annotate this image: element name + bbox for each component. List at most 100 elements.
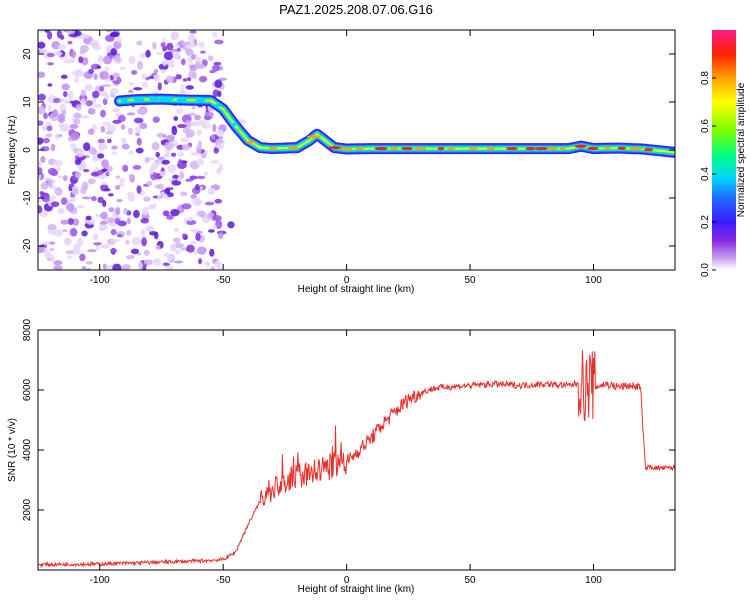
noise-blob xyxy=(113,40,122,50)
noise-blob xyxy=(217,90,222,98)
noise-blob xyxy=(173,260,184,264)
ridge-hotspot xyxy=(447,146,456,151)
noise-blob xyxy=(203,114,212,121)
noise-blob xyxy=(80,186,87,195)
noise-blob xyxy=(42,137,50,144)
noise-blob xyxy=(190,228,200,233)
noise-blob xyxy=(47,83,53,87)
snr-y-tick-label: 4000 xyxy=(22,438,33,461)
noise-blob xyxy=(185,85,194,90)
noise-blob xyxy=(175,249,181,255)
noise-blob xyxy=(81,265,87,270)
ridge-hotspot xyxy=(401,146,413,151)
noise-blob xyxy=(49,247,55,252)
noise-blob xyxy=(80,33,90,39)
snr-x-axis-label: Height of straight line (km) xyxy=(298,584,415,595)
ridge-hotspot xyxy=(629,147,643,151)
noise-blob xyxy=(190,42,196,48)
noise-blob xyxy=(135,132,140,137)
noise-blob xyxy=(106,264,115,270)
noise-blob xyxy=(71,70,82,77)
noise-blob xyxy=(227,221,235,229)
noise-blob xyxy=(179,90,189,94)
noise-blob xyxy=(66,255,73,260)
noise-blob xyxy=(216,129,225,137)
colorbar-tick-label: 0.0 xyxy=(700,263,711,277)
noise-blob xyxy=(57,43,67,50)
noise-blob xyxy=(100,243,111,249)
snr-x-tick-label: 50 xyxy=(465,575,477,586)
noise-blob xyxy=(52,109,59,118)
noise-blob xyxy=(200,50,206,54)
noise-blob xyxy=(70,196,77,203)
noise-blob xyxy=(56,166,61,172)
noise-blob xyxy=(199,75,208,83)
noise-blob xyxy=(180,84,185,93)
noise-blob xyxy=(146,180,153,186)
noise-blob xyxy=(157,156,165,160)
noise-blob xyxy=(83,142,91,152)
noise-blob xyxy=(57,207,65,215)
noise-blob xyxy=(50,143,56,152)
ridge-hotspot xyxy=(486,146,495,151)
noise-blob xyxy=(38,140,43,145)
noise-blob xyxy=(128,174,134,178)
noise-blob xyxy=(93,103,103,108)
noise-blob xyxy=(76,148,85,158)
noise-blob xyxy=(143,196,151,202)
noise-blob xyxy=(177,176,182,182)
noise-blob xyxy=(53,229,64,237)
noise-blob xyxy=(71,218,80,226)
noise-blob xyxy=(126,217,131,224)
ridge-hotspot xyxy=(288,146,299,150)
noise-blob xyxy=(189,175,198,180)
noise-blob xyxy=(57,175,63,179)
noise-blob xyxy=(110,48,118,56)
noise-blob xyxy=(193,114,201,121)
noise-blob xyxy=(50,195,57,200)
noise-blob xyxy=(121,124,126,130)
noise-blob xyxy=(180,191,188,197)
noise-blob xyxy=(149,203,158,208)
noise-blob xyxy=(136,185,142,194)
noise-blob xyxy=(155,151,160,158)
noise-blob xyxy=(53,51,63,57)
noise-blob xyxy=(99,220,108,225)
noise-blob xyxy=(101,159,109,169)
noise-blob xyxy=(159,69,167,74)
noise-blob xyxy=(97,196,104,204)
noise-blob xyxy=(41,125,48,130)
ridge-hotspot xyxy=(306,135,321,139)
noise-blob xyxy=(197,63,205,70)
noise-blob xyxy=(106,124,116,133)
noise-blob xyxy=(139,122,148,130)
noise-blob xyxy=(100,211,108,220)
noise-blob xyxy=(208,229,215,233)
noise-blob xyxy=(155,51,164,55)
noise-blob xyxy=(65,203,75,212)
noise-blob xyxy=(145,225,154,233)
noise-blob xyxy=(98,142,105,152)
ridge-hotspot xyxy=(213,103,222,108)
noise-blob xyxy=(162,262,170,266)
noise-blob xyxy=(116,36,122,43)
spectrogram-y-tick-label: 20 xyxy=(22,48,33,60)
ridge-hotspot xyxy=(268,146,278,151)
noise-blob xyxy=(210,159,220,164)
noise-blob xyxy=(61,83,70,91)
noise-blob xyxy=(55,133,60,140)
ridge-hotspot xyxy=(414,146,427,151)
noise-blob xyxy=(212,31,218,38)
ridge-hotspot xyxy=(587,146,599,151)
snr-x-tick-label: -50 xyxy=(216,575,231,586)
noise-blob xyxy=(197,140,202,148)
noise-blob xyxy=(53,260,63,266)
noise-blob xyxy=(38,30,44,33)
noise-blob xyxy=(63,175,68,182)
noise-blob xyxy=(175,74,182,80)
noise-blob xyxy=(186,219,197,225)
noise-blob xyxy=(64,99,71,105)
noise-blob xyxy=(136,137,142,146)
noise-blob xyxy=(110,31,120,38)
noise-blob xyxy=(85,260,93,265)
